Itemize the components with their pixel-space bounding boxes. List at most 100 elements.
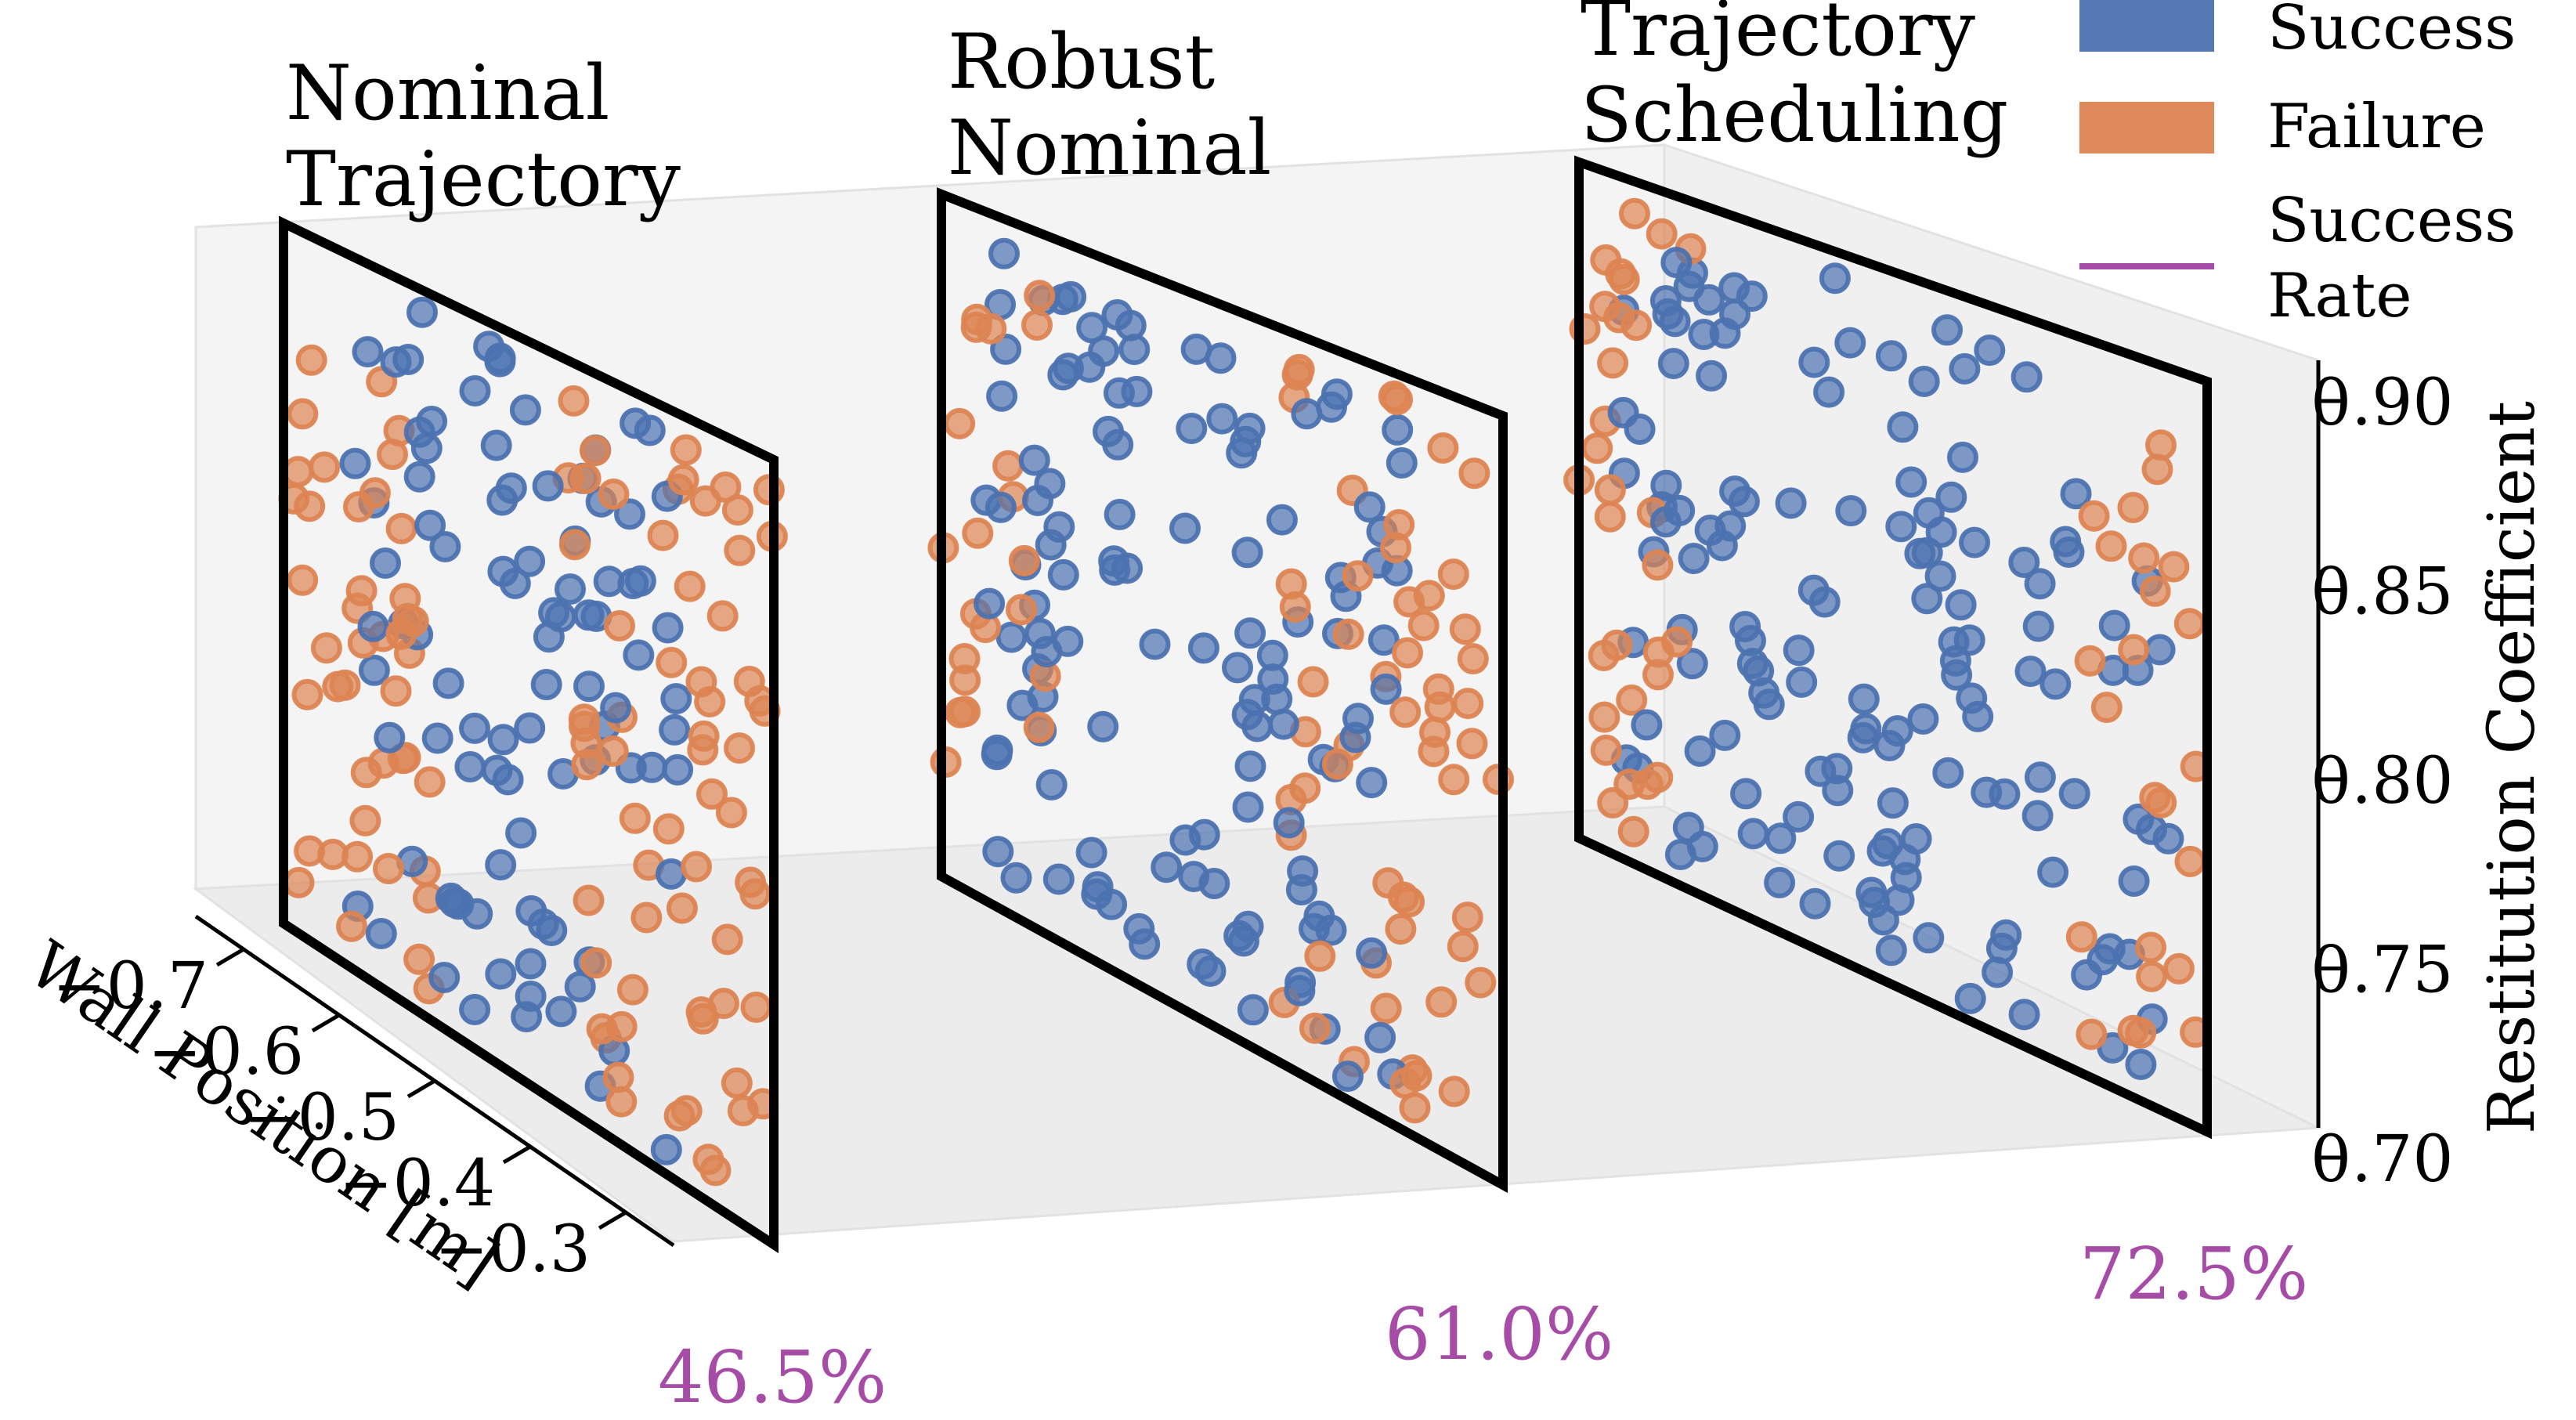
- failure-point: [1385, 913, 1417, 945]
- x-tick-mark: [311, 1013, 341, 1033]
- success-point: [623, 639, 655, 671]
- failure-point: [1393, 886, 1425, 918]
- failure-point: [283, 866, 315, 898]
- x-tick-label: −0.3: [435, 1212, 591, 1287]
- z-tick-label: 0.80: [2310, 744, 2454, 818]
- success-point: [2060, 478, 2092, 510]
- failure-point: [2125, 1017, 2157, 1049]
- failure-point: [1297, 666, 1329, 698]
- success-point: [1631, 709, 1663, 741]
- failure-point: [2095, 530, 2127, 562]
- failure-point: [1024, 280, 1056, 312]
- failure-point: [385, 618, 417, 650]
- success-point: [1178, 861, 1210, 893]
- failure-point: [687, 1003, 719, 1035]
- failure-point: [666, 892, 698, 924]
- failure-point: [1452, 688, 1484, 720]
- success-point: [1974, 334, 2006, 367]
- success-point: [370, 547, 401, 579]
- success-point: [514, 545, 546, 577]
- success-point: [1706, 529, 1738, 562]
- failure-point: [1608, 263, 1640, 295]
- z-tick-label: 0.90: [2310, 366, 2454, 440]
- success-point: [1932, 757, 1964, 789]
- failure-point: [1425, 986, 1458, 1018]
- success-point: [1082, 871, 1114, 903]
- success-point: [1911, 583, 1943, 615]
- success-point: [659, 714, 691, 746]
- success-point: [1031, 636, 1063, 667]
- success-point: [662, 753, 694, 786]
- success-point: [652, 612, 684, 644]
- success-point: [414, 509, 446, 541]
- failure-point: [692, 1144, 724, 1176]
- failure-point: [1321, 748, 1353, 780]
- success-point: [1607, 396, 1639, 428]
- success-point: [1055, 280, 1087, 313]
- success-point: [1043, 511, 1075, 543]
- success-point: [374, 721, 406, 753]
- failure-point: [616, 974, 649, 1006]
- success-point: [545, 995, 577, 1028]
- failure-point: [1594, 500, 1626, 533]
- failure-point: [598, 479, 630, 510]
- success-point: [1364, 1021, 1396, 1053]
- success-point: [1370, 673, 1402, 705]
- success-point: [614, 498, 645, 530]
- success-point: [1111, 552, 1143, 584]
- failure-point: [630, 902, 663, 934]
- success-point: [1678, 543, 1710, 574]
- failure-point: [350, 757, 382, 789]
- success-point: [1237, 994, 1269, 1026]
- panel-title-2: Robust Nominal: [948, 18, 1271, 192]
- legend-label-success-rate: Success Rate: [2267, 186, 2516, 331]
- success-point: [573, 670, 605, 703]
- success-point: [1848, 683, 1880, 715]
- failure-point: [1447, 930, 1479, 963]
- failure-point: [1342, 560, 1374, 592]
- failure-point: [1581, 432, 1613, 464]
- pane-frame-1: [279, 215, 779, 1254]
- legend-label-success: Success: [2267, 0, 2516, 63]
- failure-point: [944, 407, 976, 439]
- success-point: [990, 333, 1022, 365]
- success-point: [2071, 959, 2103, 991]
- success-point: [358, 654, 390, 686]
- success-point: [1924, 560, 1956, 592]
- success-point: [428, 962, 461, 993]
- failure-point: [586, 1013, 618, 1045]
- legend-swatch-success: [2079, 0, 2214, 52]
- success-point: [1042, 863, 1075, 895]
- failure-point: [1594, 474, 1626, 506]
- failure-point: [345, 575, 378, 607]
- failure-point: [1617, 815, 1649, 847]
- success-point: [1954, 982, 1986, 1014]
- failure-point: [715, 797, 747, 829]
- z-axis: 0.70 0.75 0.80 0.85 0.90 Restitution Coeffic…: [2310, 360, 2549, 1197]
- success-point: [432, 667, 464, 699]
- failure-point: [1449, 613, 1481, 645]
- success-point: [1737, 818, 1769, 850]
- success-point: [1945, 589, 1977, 621]
- success-point: [1907, 703, 1939, 735]
- failure-point: [403, 943, 435, 975]
- success-point: [1234, 412, 1266, 444]
- success-point: [1022, 485, 1053, 516]
- failure-point: [1279, 591, 1311, 623]
- failure-point: [1601, 629, 1633, 661]
- success-point: [656, 858, 687, 890]
- success-point: [1339, 721, 1371, 753]
- success-point: [454, 751, 486, 782]
- success-point: [1129, 928, 1161, 960]
- legend: Success Failure Success Rate: [2079, 0, 2516, 331]
- success-point: [1939, 645, 1971, 677]
- success-point: [1367, 624, 1400, 656]
- x-tick-label: −0.7: [52, 949, 208, 1024]
- success-point: [600, 692, 632, 724]
- success-point: [1730, 778, 1762, 810]
- success-point: [1823, 840, 1855, 872]
- x-tick-mark: [502, 1144, 532, 1165]
- failure-point: [2078, 500, 2110, 532]
- z-tick-label: 0.75: [2310, 934, 2454, 1008]
- success-point: [1659, 305, 1691, 338]
